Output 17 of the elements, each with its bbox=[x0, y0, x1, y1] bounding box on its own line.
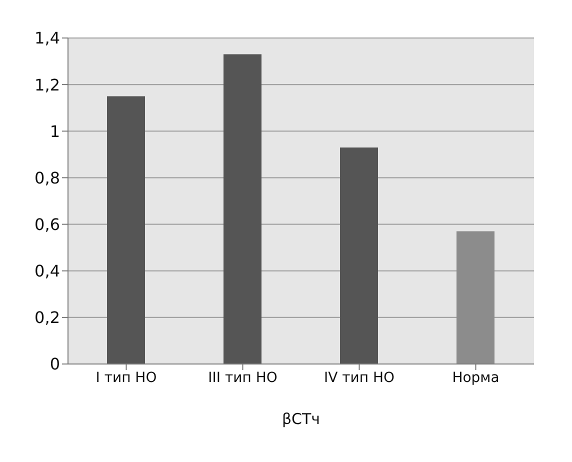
bar bbox=[456, 231, 494, 364]
y-tick-label: 1 bbox=[50, 122, 60, 141]
y-tick-label: 0,6 bbox=[34, 214, 60, 234]
x-tick-label: III тип НО bbox=[208, 370, 278, 386]
y-tick-label: 1,4 bbox=[34, 28, 60, 48]
y-tick-label: 0 bbox=[50, 354, 60, 374]
x-axis-title: βСТч bbox=[282, 410, 320, 428]
bar bbox=[340, 147, 378, 364]
y-tick-label: 0,8 bbox=[34, 168, 60, 188]
x-tick-label: I тип НО bbox=[96, 370, 157, 386]
y-tick-label: 0,4 bbox=[34, 262, 60, 281]
y-tick-label: 1,2 bbox=[34, 75, 60, 94]
bar bbox=[224, 54, 262, 364]
x-tick-label: IV тип НО bbox=[324, 370, 395, 386]
x-tick-label: Норма bbox=[452, 370, 500, 386]
bar bbox=[107, 96, 145, 364]
y-tick-label: 0,2 bbox=[34, 308, 60, 328]
